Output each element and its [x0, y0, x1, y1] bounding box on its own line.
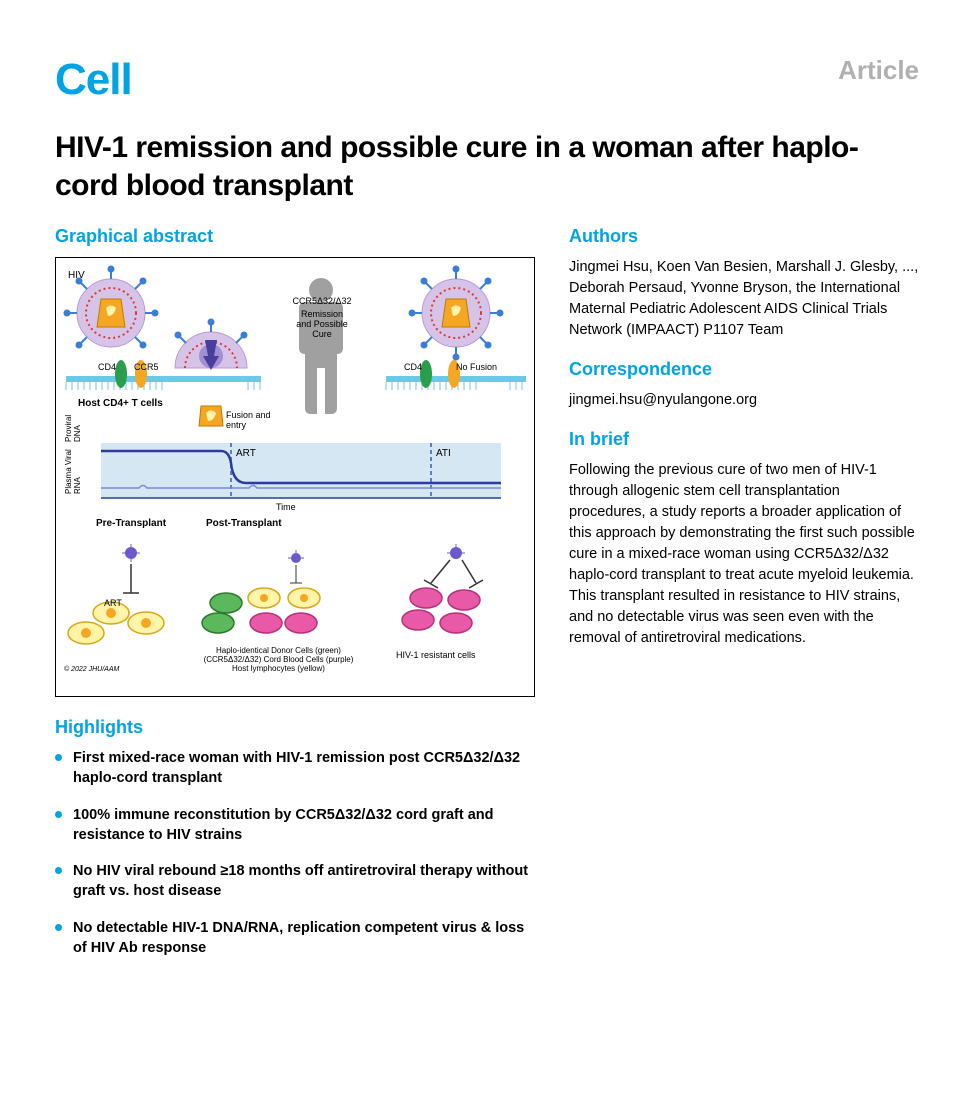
- in-brief-heading: In brief: [569, 429, 919, 450]
- person-remission-label: Remission and Possible Cure: [294, 310, 350, 340]
- cd4-right-label: CD4: [404, 362, 422, 372]
- in-brief-text: Following the previous cure of two men o…: [569, 460, 919, 649]
- graphical-abstract-heading: Graphical abstract: [55, 226, 535, 247]
- pretransplant-cells-icon: [68, 544, 164, 644]
- pre-transplant-label: Pre-Transplant: [96, 518, 166, 529]
- copyright-label: © 2022 JHU/AAM: [64, 666, 119, 673]
- hiv-label: HIV: [68, 270, 85, 281]
- plasma-rna-label: Plasma Viral RNA: [64, 446, 82, 494]
- article-type-label: Article: [838, 55, 919, 86]
- highlight-item: 100% immune reconstitution by CCR5Δ32/Δ3…: [55, 805, 535, 846]
- ccr5-label: CCR5: [134, 362, 159, 372]
- correspondence-email: jingmei.hsu@nyulangone.org: [569, 390, 919, 411]
- highlight-item: No detectable HIV-1 DNA/RNA, replication…: [55, 918, 535, 959]
- person-ccr5-label: CCR5Δ32/Δ32: [288, 296, 356, 306]
- content-columns: Graphical abstract: [55, 226, 919, 974]
- time-axis-label: Time: [276, 502, 296, 512]
- left-column: Graphical abstract: [55, 226, 535, 974]
- cd4-label: CD4: [98, 362, 116, 372]
- haplo-caption-label: Haplo-identical Donor Cells (green) (CCR…: [196, 646, 361, 674]
- no-fusion-label: No Fusion: [456, 362, 497, 372]
- highlight-item: No HIV viral rebound ≥18 months off anti…: [55, 861, 535, 902]
- graphical-abstract-figure: HIV CD4 CCR5 Host CD4+ T cells Fusion an…: [55, 257, 535, 697]
- fusion-entry-label: Fusion and entry: [226, 410, 286, 430]
- journal-logo: Cell: [55, 55, 132, 105]
- authors-text: Jingmei Hsu, Koen Van Besien, Marshall J…: [569, 257, 919, 341]
- hiv-fusing-icon: [175, 320, 247, 371]
- post-transplant-label: Post-Transplant: [206, 518, 282, 529]
- ati-chart-label: ATI: [436, 448, 451, 459]
- highlights-list: First mixed-race woman with HIV-1 remiss…: [55, 748, 535, 958]
- resistant-cells-icon: [402, 544, 483, 633]
- art-chart-label: ART: [236, 448, 256, 459]
- header: Cell Article: [55, 55, 919, 105]
- hiv-virus-right-icon: [410, 267, 503, 360]
- article-title: HIV-1 remission and possible cure in a w…: [55, 129, 919, 204]
- highlight-item: First mixed-race woman with HIV-1 remiss…: [55, 748, 535, 789]
- proviral-dna-label: Proviral DNA: [64, 402, 82, 442]
- host-cd4-label: Host CD4+ T cells: [78, 398, 163, 409]
- right-column: Authors Jingmei Hsu, Koen Van Besien, Ma…: [569, 226, 919, 974]
- authors-heading: Authors: [569, 226, 919, 247]
- highlights-heading: Highlights: [55, 717, 535, 738]
- correspondence-heading: Correspondence: [569, 359, 919, 380]
- art-below-label: ART: [104, 598, 122, 608]
- posttransplant-cells-icon: [202, 550, 320, 633]
- resistant-label: HIV-1 resistant cells: [396, 650, 476, 660]
